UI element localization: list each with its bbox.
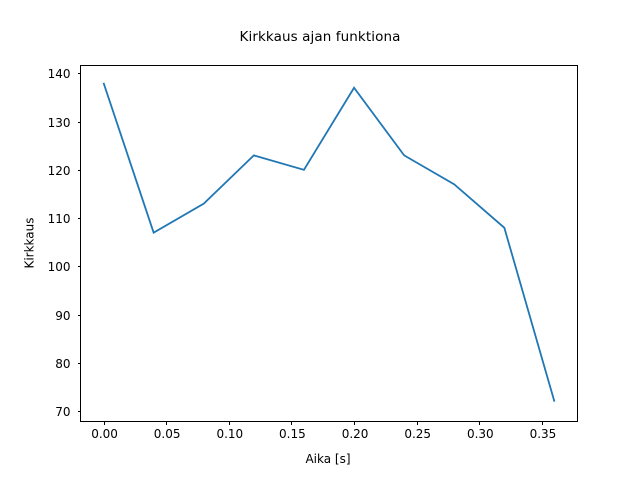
y-tick: 130 [48,116,81,130]
y-tick-label: 130 [47,115,71,130]
y-axis-label-text: Kirkkaus [23,216,38,269]
x-tick-label: 0.20 [341,427,369,441]
plot-axes: 70 80 90 100 110 120 130 140 0.00 0.05 0.10 0.15 0.… [48,65,578,441]
y-tick-label: 100 [47,260,71,275]
plot-area [81,66,577,421]
y-tick-label: 120 [47,163,71,178]
x-tick-label: 0.15 [279,427,306,441]
y-tick: 90 [55,309,81,323]
x-tick: 0.15 [279,421,306,441]
x-tick: 0.30 [467,421,494,441]
x-axis-label-text: Aika [s] [305,452,351,466]
y-tick: 120 [48,164,81,178]
x-tick-label: 0.35 [529,427,557,441]
y-tick-label: 140 [47,67,71,82]
x-tick: 0.35 [530,421,556,441]
y-tick: 80 [55,357,81,371]
x-tick: 0.20 [342,421,368,441]
y-tick: 110 [48,212,81,226]
data-line-chart [102,82,556,402]
y-tick-label: 90 [55,308,71,323]
y-tick: 140 [48,67,81,81]
x-tick-label: 0.10 [216,427,244,441]
x-axis-label: Aika [s] [80,452,576,466]
y-tick: 100 [48,260,81,274]
y-tick: 70 [55,405,81,419]
x-tick-label: 0.25 [404,427,432,441]
x-tick: 0.05 [154,421,181,441]
x-tick-label: 0.05 [153,427,181,441]
y-tick-label: 80 [55,357,71,372]
x-tick: 0.25 [404,421,431,441]
x-tick-label: 0.00 [91,427,118,441]
y-tick-label: 70 [55,405,71,420]
x-tick: 0.10 [216,421,243,441]
y-axis-label: Kirkkaus [22,65,38,420]
y-tick-label: 110 [47,212,71,227]
chart-title: Kirkkaus ajan funktiona [239,29,401,45]
x-tick-label: 0.30 [466,427,494,441]
x-tick: 0.00 [91,421,118,441]
series-line-kirkkaus [102,82,556,402]
